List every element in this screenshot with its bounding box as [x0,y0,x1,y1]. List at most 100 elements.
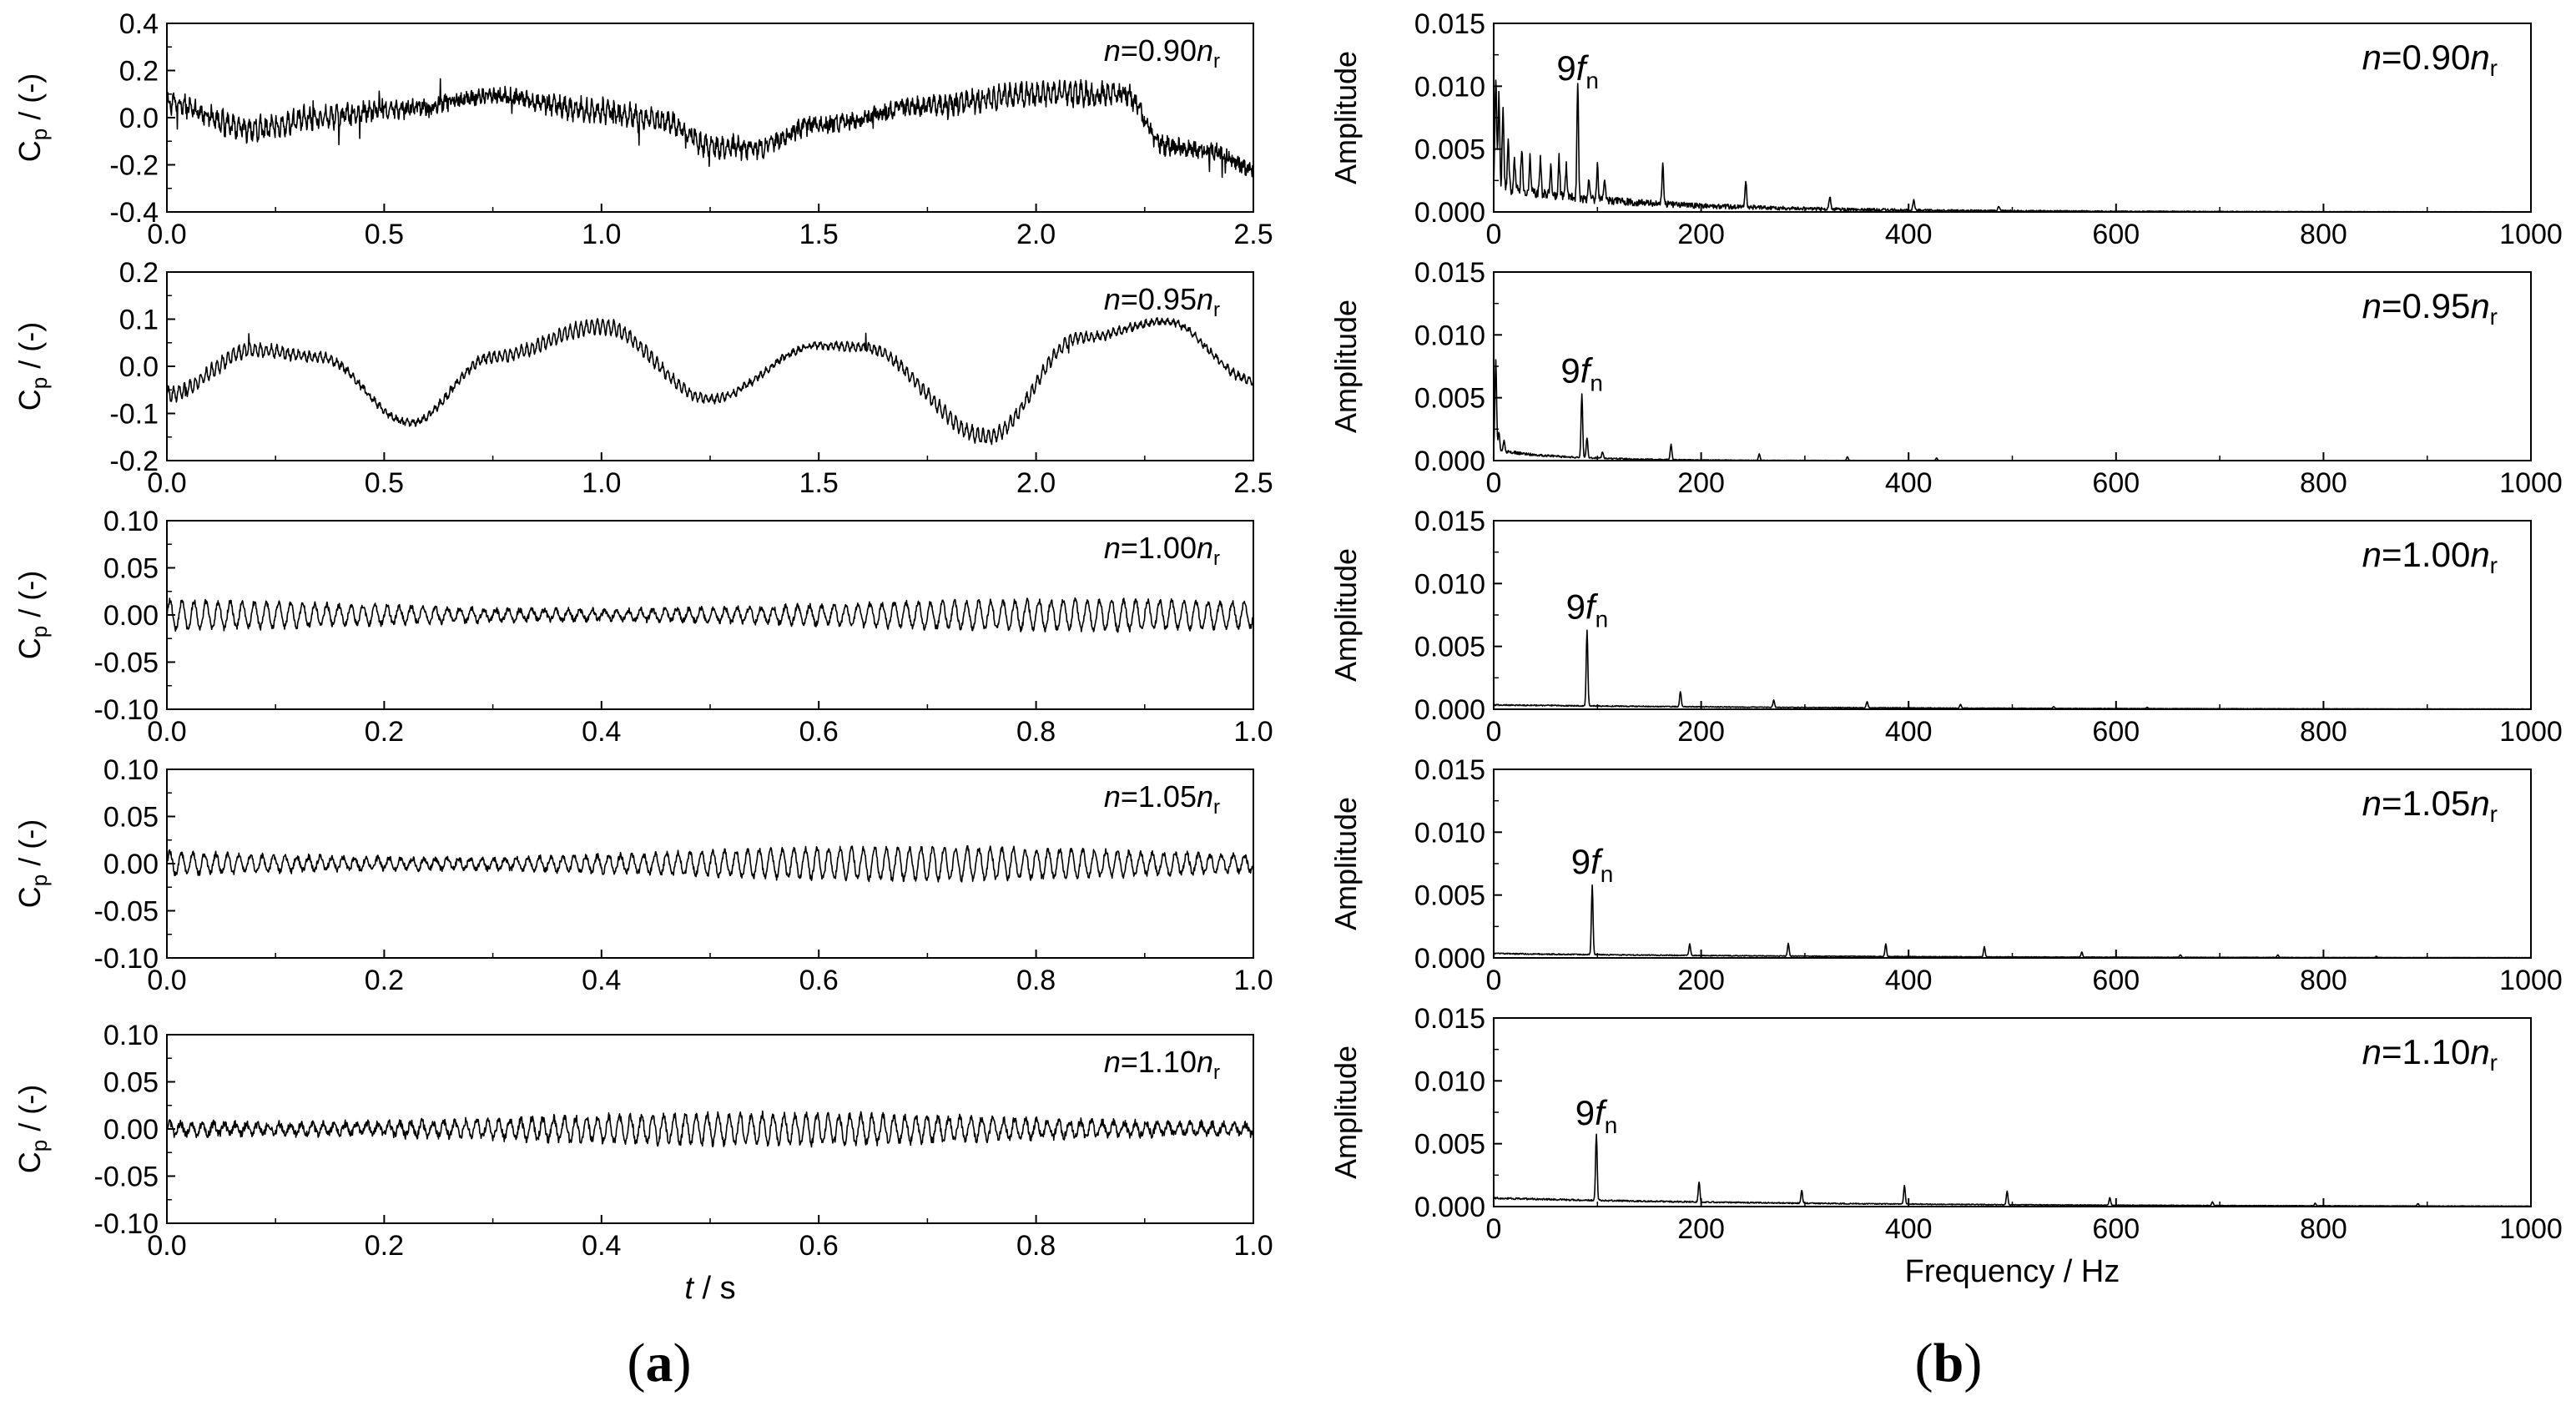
chart-a-2-ytick-label-0: 0.2 [119,257,159,289]
chart-a-5-xtick-label-5: 1.0 [1233,1230,1273,1262]
chart-b-1-xtick-label-0: 0 [1486,219,1502,250]
chart-a-2-xtick-label-1: 0.5 [365,467,404,499]
chart-b-3-xtick-label-0: 0 [1486,716,1502,748]
chart-a-5-ytick-label-1: 0.05 [103,1067,159,1099]
chart-a-5-ylabel: Cp / (-) [13,1085,52,1173]
chart-b-1-xtick-label-3: 600 [2092,219,2140,250]
chart-a-1-xtick-label-3: 1.5 [799,219,839,250]
chart-b-5-xtick-label-5: 1000 [2499,1213,2563,1245]
chart-b-1-ytick-label-0: 0.015 [1414,8,1485,40]
chart-a-1-xtick-label-0: 0.0 [147,219,186,250]
chart-a-2-ylabel: Cp / (-) [13,322,52,411]
chart-b-1-xtick-label-5: 1000 [2499,219,2563,250]
chart-b-5-xtick-label-4: 800 [2300,1213,2347,1245]
chart-a-1-ytick-label-3: -0.2 [109,150,159,182]
chart-a-4-ytick-label-4: -0.10 [94,943,159,975]
chart-a-1-ytick-label-4: -0.4 [109,197,159,229]
chart-a-5-annotation: n=1.10nr [1104,1045,1220,1084]
chart-b-5-xtitle: Frequency / Hz [1905,1254,2120,1289]
chart-a-5-ytick-label-2: 0.00 [103,1114,159,1146]
chart-b-3-xtick-label-1: 200 [1677,716,1725,748]
chart-b-4-peak-label: 9fn [1571,842,1614,887]
chart-b-4-ytick-label-3: 0.000 [1414,943,1485,975]
chart-b-3-xtick-label-3: 600 [2092,716,2140,748]
chart-a-4-trace [167,844,1253,883]
chart-a-2-trace [167,317,1253,446]
chart-a-1-xtick-label-5: 2.5 [1233,219,1273,250]
chart-a-5-xtick-label-3: 0.6 [799,1230,839,1262]
chart-a-2-ytick-label-2: 0.0 [119,351,159,383]
chart-a-4: 0.0 0.2 0.4 0.6 0.8 1.0 0.10 0.05 0.00 -0.05 -0.10… [13,754,1273,996]
chart-b-5-ytick-label-2: 0.005 [1414,1129,1485,1161]
chart-b-1-ylabel: Amplitude [1328,51,1363,184]
chart-b-3-ytick-label-1: 0.010 [1414,568,1485,600]
chart-a-5-ytick-label-4: -0.10 [94,1208,159,1240]
chart-a-2-xtick-label-3: 1.5 [799,467,839,499]
chart-b-5-ylabel: Amplitude [1328,1046,1363,1179]
chart-a-4-xtick-label-5: 1.0 [1233,965,1273,996]
chart-b-1-ytick-label-1: 0.010 [1414,71,1485,103]
chart-a-4-xtick-label-3: 0.6 [799,965,839,996]
chart-a-5-xtitle: t / s [684,1271,735,1306]
chart-b-2-annotation: n=0.95nr [2362,286,2498,330]
chart-a-3-ytick-label-3: -0.05 [94,648,159,679]
chart-a-4-ytick-label-3: -0.05 [94,896,159,928]
chart-a-4-xtick-label-1: 0.2 [365,965,404,996]
chart-a-1-ylabel: Cp / (-) [13,73,52,162]
chart-b-1: 0 200 400 600 800 1000 0.015 0.010 0.005 0.000 Amp… [1328,8,2563,250]
chart-a-1: 0.0 0.5 1.0 1.5 2.0 2.5 0.4 0.2 0.0 -0.2 -0.4 Cp / … [13,8,1273,250]
chart-b-2-ylabel: Amplitude [1328,300,1363,433]
chart-b-3-ytick-label-2: 0.005 [1414,632,1485,663]
chart-a-1-trace [167,78,1253,179]
panel-label-b: (b) [1915,1333,1983,1393]
chart-a-2-ytick-label-1: 0.1 [119,305,159,336]
chart-a-1-ytick-label-2: 0.0 [119,103,159,134]
chart-b-3-peak-label: 9fn [1566,587,1609,632]
chart-b-4-xtick-label-5: 1000 [2499,965,2563,996]
chart-b-2-trace [1494,359,2531,461]
chart-a-1-ytick-label-1: 0.2 [119,56,159,88]
chart-b-2-ytick-label-0: 0.015 [1414,257,1485,289]
chart-b-4-xtick-label-0: 0 [1486,965,1502,996]
chart-a-3-annotation: n=1.00nr [1104,531,1220,570]
chart-a-3-ylabel: Cp / (-) [13,571,52,659]
chart-b-3-xtick-label-5: 1000 [2499,716,2563,748]
chart-b-5: 0 200 400 600 800 1000 0.015 0.010 0.005 0.000 Amp… [1328,1003,2563,1289]
chart-a-4-ytick-label-1: 0.05 [103,802,159,834]
chart-b-2: 0 200 400 600 800 1000 0.015 0.010 0.005 0.000 Amp… [1328,257,2563,499]
chart-b-2-peak-label: 9fn [1560,351,1603,396]
chart-b-1-ytick-label-3: 0.000 [1414,197,1485,229]
chart-b-1-xtick-label-4: 800 [2300,219,2347,250]
chart-b-4-ytick-label-2: 0.005 [1414,880,1485,912]
chart-b-4-xtick-label-2: 400 [1885,965,1933,996]
chart-a-5-xtick-label-1: 0.2 [365,1230,404,1262]
chart-a-5: 0.0 0.2 0.4 0.6 0.8 1.0 0.10 0.05 0.00 -0.05 -0.10… [13,1020,1273,1306]
chart-b-3-ylabel: Amplitude [1328,548,1363,682]
chart-b-2-xtick-label-3: 600 [2092,467,2140,499]
chart-b-3-ytick-label-3: 0.000 [1414,694,1485,726]
chart-b-2-ytick-label-1: 0.010 [1414,320,1485,351]
chart-b-2-ytick-label-2: 0.005 [1414,383,1485,415]
chart-b-1-xtick-label-2: 400 [1885,219,1933,250]
chart-a-1-ytick-label-0: 0.4 [119,8,159,40]
chart-b-5-ytick-label-1: 0.010 [1414,1066,1485,1097]
chart-b-2-xtick-label-2: 400 [1885,467,1933,499]
chart-b-4-ytick-label-0: 0.015 [1414,754,1485,786]
chart-b-5-peak-label: 9fn [1575,1093,1618,1138]
chart-b-3-ytick-label-0: 0.015 [1414,506,1485,537]
chart-a-5-xtick-label-0: 0.0 [147,1230,186,1262]
chart-a-5-xtick-label-2: 0.4 [582,1230,621,1262]
chart-b-2-xtick-label-4: 800 [2300,467,2347,499]
chart-a-1-xtick-label-1: 0.5 [365,219,404,250]
chart-a-2-xtick-label-0: 0.0 [147,467,186,499]
chart-a-1-xtick-label-2: 1.0 [582,219,621,250]
chart-a-3-ytick-label-2: 0.00 [103,600,159,632]
panel-label-a: (a) [628,1333,692,1393]
chart-b-2-xtick-label-0: 0 [1486,467,1502,499]
chart-a-4-ytick-label-0: 0.10 [103,754,159,786]
chart-a-3-xtick-label-4: 0.8 [1016,716,1056,748]
chart-b-5-ytick-label-0: 0.015 [1414,1003,1485,1035]
chart-b-4-xtick-label-1: 200 [1677,965,1725,996]
chart-a-3-xtick-label-3: 0.6 [799,716,839,748]
